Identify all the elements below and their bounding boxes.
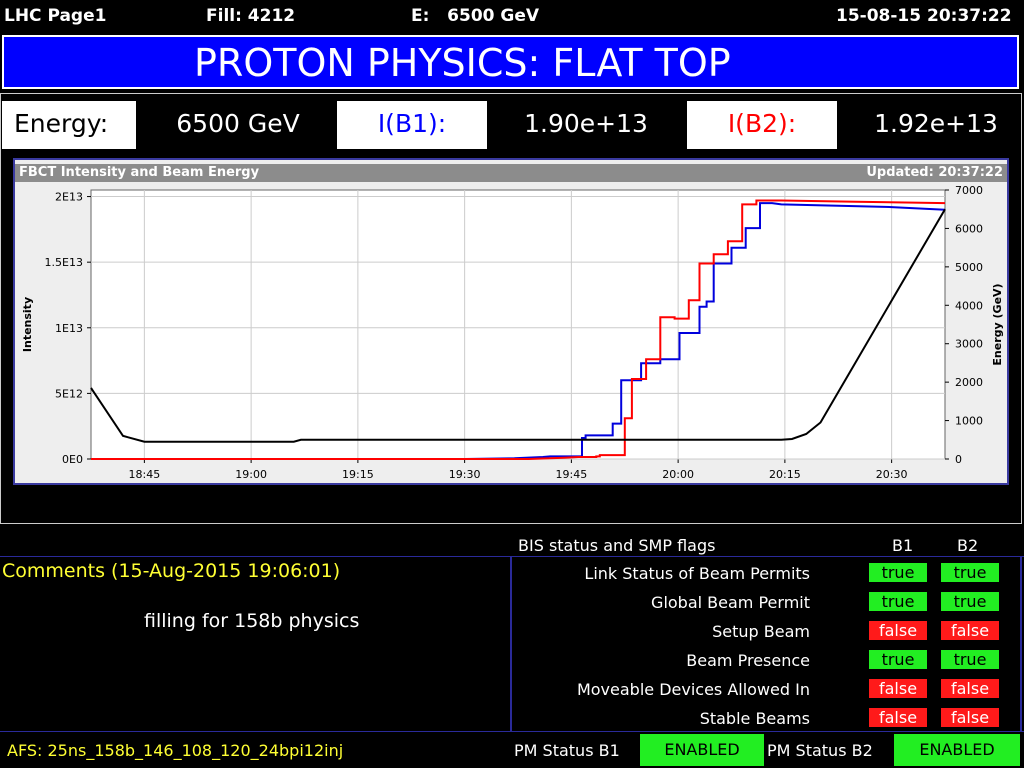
beam-energy-header: E: 6500 GeV (411, 6, 540, 26)
y2-tick-label: 1000 (955, 415, 983, 428)
energy-value: 6500 GeV (176, 109, 300, 138)
x-tick-label: 20:30 (876, 468, 908, 481)
top-status-bar: LHC Page1 Fill: 4212 E: 6500 GeV 15-08-1… (0, 0, 1024, 34)
series-line-beam-energy (90, 208, 946, 443)
b1-intensity-label: I(B1): (337, 101, 487, 149)
y-axis-label: Intensity (21, 297, 34, 352)
pm-status-b2-label: PM Status B2 (767, 741, 873, 760)
x-tick-label: 19:30 (449, 468, 481, 481)
y-tick-label: 0E0 (62, 453, 83, 466)
machine-mode-title: PROTON PHYSICS: FLAT TOP (194, 41, 731, 85)
y2-axis-label: Energy (GeV) (991, 283, 1004, 365)
b2-intensity-value: 1.92e+13 (874, 109, 998, 138)
bis-row-label: Link Status of Beam Permits (584, 564, 810, 583)
bis-row-label: Setup Beam (712, 621, 810, 641)
x-tick-label: 19:15 (342, 468, 374, 481)
bis-row-label: Moveable Devices Allowed In (576, 679, 810, 699)
energy-label: Energy: (2, 101, 136, 149)
bis-flag-b1: false (869, 620, 927, 640)
y-tick-label: 1.5E13 (45, 256, 83, 269)
y-tick-label: 1E13 (55, 322, 83, 335)
bis-flag-b1: false (869, 678, 927, 698)
bis-flag-b2: true (941, 591, 999, 611)
bis-col-b2: B2 (957, 536, 979, 555)
series-line-b1-intensity (91, 202, 946, 460)
y-tick-label: 2E13 (55, 191, 83, 204)
x-tick-label: 19:45 (556, 468, 588, 481)
bis-flag-b2: true (941, 563, 999, 582)
x-tick-label: 19:00 (235, 468, 267, 481)
pm-status-b1-value: ENABLED (640, 734, 764, 766)
bis-col-b1: B1 (892, 536, 914, 555)
y2-tick-label: 5000 (955, 261, 983, 274)
bis-row-label: Global Beam Permit (651, 592, 810, 612)
y2-tick-label: 0 (955, 453, 962, 466)
bis-flag-b2: false (941, 678, 999, 698)
bis-flag-b1: false (869, 707, 927, 727)
comment-text: filling for 158b physics (144, 610, 360, 632)
bis-flag-b2: false (941, 620, 999, 640)
page-name: LHC Page1 (4, 6, 107, 26)
bis-title: BIS status and SMP flags (518, 536, 716, 555)
pm-status-b1-label: PM Status B1 (514, 741, 620, 760)
plot-area (90, 189, 946, 460)
bis-flag-b1: true (869, 649, 927, 669)
chart-updated: Updated: 20:37:22 (866, 165, 1003, 180)
lower-divider-right (1020, 556, 1022, 732)
afs-filling-scheme: AFS: 25ns_158b_146_108_120_24bpi12inj (7, 741, 344, 760)
bis-flag-b2: true (941, 649, 999, 669)
bis-flag-b1: true (869, 563, 927, 582)
chart-title-bar: FBCT Intensity and Beam Energy Updated: … (15, 164, 1007, 182)
lower-divider-bottom (0, 731, 1024, 732)
series-line-b2-intensity (91, 199, 946, 460)
intensity-energy-chart: 18:45 19:00 19:15 19:30 19:45 20:00 20:15 20:30… (21, 184, 1004, 481)
x-tick-label: 18:45 (129, 468, 161, 481)
chart-title: FBCT Intensity and Beam Energy (19, 165, 260, 180)
y2-tick-label: 4000 (955, 299, 983, 312)
y2-tick-label: 6000 (955, 222, 983, 235)
x-tick-label: 20:00 (662, 468, 694, 481)
b2-intensity-label: I(B2): (687, 101, 837, 149)
timestamp: 15-08-15 20:37:22 (836, 6, 1012, 26)
bis-flag-b1: true (869, 591, 927, 611)
lower-divider-top (0, 556, 1024, 557)
y2-tick-label: 3000 (955, 338, 983, 351)
y-tick-label: 5E12 (55, 387, 83, 400)
lower-divider-vertical (510, 556, 512, 732)
y2-tick-label: 2000 (955, 376, 983, 389)
fill-number: Fill: 4212 (206, 6, 296, 26)
comments-header: Comments (15-Aug-2015 19:06:01) (2, 560, 341, 582)
bis-row-label: Stable Beams (699, 708, 810, 728)
pm-status-b2-value: ENABLED (894, 734, 1020, 766)
bis-flag-b2: false (941, 707, 999, 727)
y2-tick-label: 7000 (955, 184, 983, 197)
x-tick-label: 20:15 (769, 468, 801, 481)
b1-intensity-value: 1.90e+13 (524, 109, 648, 138)
machine-mode-banner: PROTON PHYSICS: FLAT TOP (2, 35, 1019, 89)
bis-row-label: Beam Presence (686, 650, 810, 670)
